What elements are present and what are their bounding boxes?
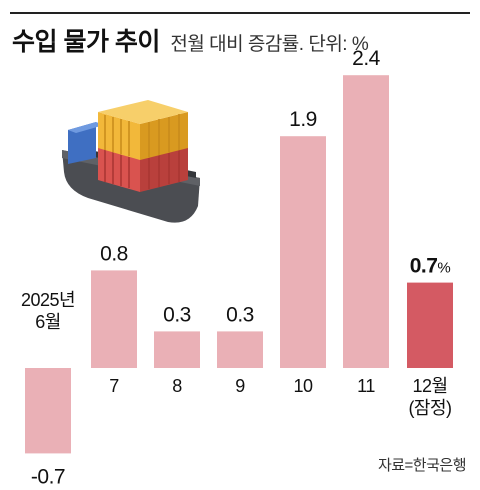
value-label-1: 0.8 — [100, 242, 128, 265]
chart-header: 수입 물가 추이 전월 대비 증감률. 단위: % — [12, 22, 369, 58]
category-label-1-0: 7 — [109, 376, 119, 396]
value-label-6: 0.7% — [410, 255, 451, 278]
chart-subtitle: 전월 대비 증감률. 단위: % — [170, 34, 369, 55]
value-unit-suffix: % — [437, 260, 450, 277]
value-label-2: 0.3 — [163, 303, 191, 326]
bar-2 — [154, 331, 200, 368]
category-label-4-0: 10 — [293, 376, 313, 396]
chart-title: 수입 물가 추이 — [12, 28, 160, 56]
value-label-4: 1.9 — [289, 108, 317, 131]
category-label-0-0: 2025년 — [21, 290, 75, 310]
value-label-3: 0.3 — [226, 303, 254, 326]
bar-5 — [343, 75, 389, 368]
bar-1 — [91, 270, 137, 368]
top-rule — [10, 12, 470, 14]
category-label-6-1: (잠정) — [408, 398, 451, 418]
category-label-5-0: 11 — [357, 376, 375, 396]
bar-6 — [407, 282, 453, 368]
category-label-2-0: 8 — [172, 376, 182, 396]
bar-3 — [217, 331, 263, 368]
category-label-0-1: 6월 — [35, 312, 61, 332]
source-note: 자료=한국은행 — [377, 457, 467, 474]
bar-0 — [25, 368, 71, 454]
value-label-0: -0.7 — [31, 465, 65, 488]
bar-4 — [280, 136, 326, 368]
category-label-6-0: 12월 — [412, 376, 447, 396]
category-label-3-0: 9 — [235, 376, 245, 396]
cargo-ship-with-containers-icon — [62, 100, 200, 223]
value-label-5: 2.4 — [352, 47, 381, 70]
